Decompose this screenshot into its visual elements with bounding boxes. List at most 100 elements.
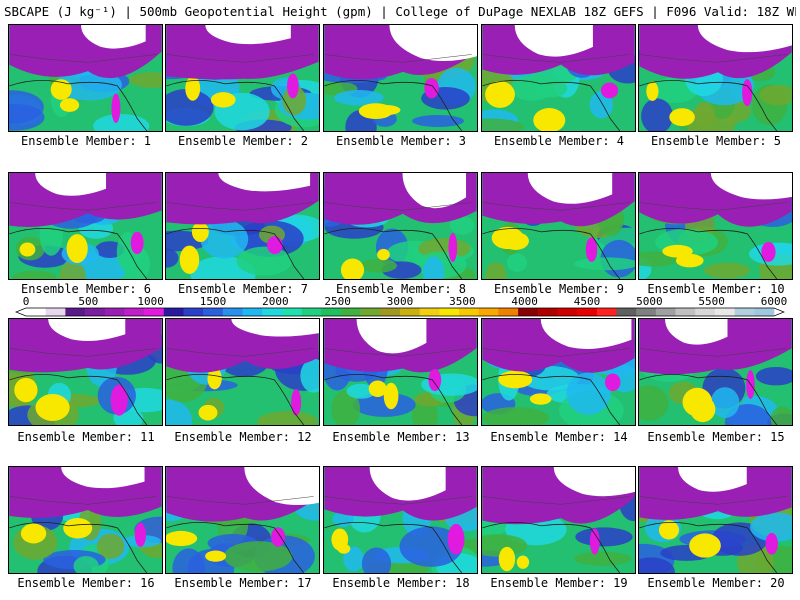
colorbar-segment (557, 308, 578, 316)
colorbar-tick-label: 3000 (387, 296, 414, 308)
ensemble-member-label: Ensemble Member: 17 (174, 576, 312, 590)
colorbar-segment (301, 308, 322, 316)
colorbar-segment (400, 308, 420, 316)
ensemble-panel-9 (481, 172, 636, 280)
ensemble-member-label: Ensemble Member: 12 (174, 430, 312, 444)
cape-map (482, 25, 635, 131)
colorbar-segment (675, 308, 696, 316)
ensemble-panel-5 (638, 24, 793, 132)
cape-map (9, 467, 162, 573)
cape-map (9, 173, 162, 279)
colorbar-segment (537, 308, 558, 316)
colorbar-segment (281, 308, 302, 316)
ensemble-panel-14 (481, 318, 636, 426)
colorbar-segment (380, 308, 401, 316)
cape-map (9, 25, 162, 131)
colorbar-segment (203, 308, 224, 316)
colorbar-segment (65, 308, 86, 316)
cape-map (324, 25, 477, 131)
colorbar-tick-label: 500 (78, 296, 98, 308)
ensemble-member-label: Ensemble Member: 11 (17, 430, 155, 444)
colorbar-segment (321, 308, 342, 316)
ensemble-member-label: Ensemble Member: 13 (332, 430, 470, 444)
cape-map (166, 173, 319, 279)
ensemble-member-label: Ensemble Member: 10 (647, 282, 785, 296)
ensemble-panel-13 (323, 318, 478, 426)
colorbar-tick-label: 2000 (262, 296, 289, 308)
ensemble-member-label: Ensemble Member: 1 (20, 134, 152, 148)
colorbar-segment (85, 308, 106, 316)
cape-map (9, 319, 162, 425)
colorbar-tick-label: 1000 (137, 296, 164, 308)
colorbar-segment (104, 308, 125, 316)
cape-map (639, 467, 792, 573)
colorbar-tick-label: 6000 (761, 296, 788, 308)
ensemble-panel-2 (165, 24, 320, 132)
ensemble-panel-7 (165, 172, 320, 280)
ensemble-panel-19 (481, 466, 636, 574)
colorbar-tick-label: 3500 (449, 296, 476, 308)
cape-map (482, 319, 635, 425)
ensemble-member-label: Ensemble Member: 16 (17, 576, 155, 590)
colorbar: 0 500 1000 1500 2000 2500 3000 3500 4000 4500 5000… (15, 296, 788, 317)
colorbar-segment (419, 308, 440, 316)
colorbar-segment (340, 308, 361, 316)
cape-map (324, 319, 477, 425)
cape-map (166, 319, 319, 425)
colorbar-segment (45, 308, 66, 316)
colorbar-segment (242, 308, 263, 316)
cape-map (639, 25, 792, 131)
ensemble-member-label: Ensemble Member: 15 (647, 430, 785, 444)
colorbar-segment (262, 308, 283, 316)
ensemble-panel-17 (165, 466, 320, 574)
ensemble-member-label: Ensemble Member: 2 (177, 134, 309, 148)
colorbar-segment (655, 308, 676, 316)
colorbar-segment (498, 308, 519, 316)
ensemble-panel-1 (8, 24, 163, 132)
colorbar-segment (222, 308, 243, 316)
cape-map (639, 173, 792, 279)
colorbar-segment (26, 308, 46, 316)
ensemble-member-label: Ensemble Member: 14 (490, 430, 628, 444)
colorbar-segment (596, 308, 617, 316)
colorbar-segment (478, 308, 499, 316)
colorbar-segment (360, 308, 381, 316)
ensemble-member-label: Ensemble Member: 8 (335, 282, 467, 296)
colorbar-segment (577, 308, 598, 316)
colorbar-tick-label: 4000 (511, 296, 538, 308)
map-title: SBCAPE (J kg⁻¹) | 500mb Geopotential Hei… (4, 4, 796, 19)
ensemble-member-label: Ensemble Member: 5 (650, 134, 782, 148)
ensemble-member-label: Ensemble Member: 3 (335, 134, 467, 148)
ensemble-panel-11 (8, 318, 163, 426)
cape-map (324, 467, 477, 573)
cape-map (482, 173, 635, 279)
colorbar-tick-label: 4500 (574, 296, 601, 308)
colorbar-segment (183, 308, 204, 316)
colorbar-segment (144, 308, 165, 316)
ensemble-panel-20 (638, 466, 793, 574)
colorbar-segment (695, 308, 716, 316)
colorbar-tick-label: 5000 (636, 296, 663, 308)
ensemble-member-label: Ensemble Member: 4 (493, 134, 625, 148)
colorbar-segment (124, 308, 145, 316)
ensemble-panel-10 (638, 172, 793, 280)
ensemble-panel-18 (323, 466, 478, 574)
cape-map (639, 319, 792, 425)
colorbar-segment (754, 308, 775, 316)
colorbar-segment (734, 308, 755, 316)
colorbar-tick-label: 5500 (698, 296, 725, 308)
ensemble-panel-3 (323, 24, 478, 132)
cape-map (166, 25, 319, 131)
ensemble-member-label: Ensemble Member: 20 (647, 576, 785, 590)
colorbar-segment (163, 308, 184, 316)
ensemble-member-label: Ensemble Member: 7 (177, 282, 309, 296)
cape-map (482, 467, 635, 573)
ensemble-panel-12 (165, 318, 320, 426)
cape-map (166, 467, 319, 573)
cape-map (324, 173, 477, 279)
ensemble-panel-6 (8, 172, 163, 280)
ensemble-panel-8 (323, 172, 478, 280)
colorbar-segment (518, 308, 539, 316)
colorbar-outline (15, 307, 785, 317)
ensemble-member-label: Ensemble Member: 18 (332, 576, 470, 590)
